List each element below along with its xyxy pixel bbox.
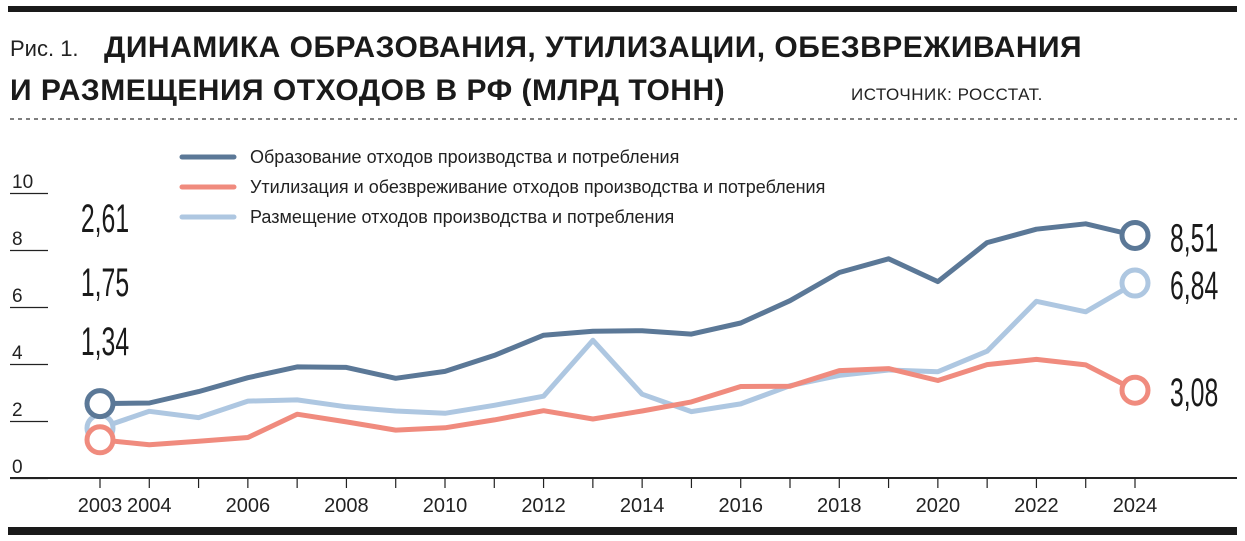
x-tick-label: 2003 bbox=[78, 495, 123, 517]
chart-title-line-2: И РАЗМЕЩЕНИЯ ОТХОДОВ В РФ (МЛРД ТОНН) bbox=[10, 74, 725, 107]
y-tick-label: 8 bbox=[12, 229, 23, 250]
x-tick-label: 2008 bbox=[324, 495, 369, 517]
series-line bbox=[97, 221, 1138, 407]
y-tick-label: 10 bbox=[12, 172, 33, 193]
y-tick-label: 6 bbox=[12, 286, 23, 307]
bottom-border-bar bbox=[8, 527, 1237, 535]
series-group bbox=[84, 219, 1151, 456]
end-value-label: 6,84 bbox=[1170, 264, 1218, 308]
x-tick-label: 2014 bbox=[620, 495, 665, 517]
legend-label: Образование отходов производства и потре… bbox=[250, 147, 679, 167]
legend-label: Утилизация и обезвреживание отходов прои… bbox=[250, 177, 825, 197]
chart-title-line-1: ДИНАМИКА ОБРАЗОВАНИЯ, УТИЛИЗАЦИИ, ОБЕЗВР… bbox=[104, 31, 1082, 64]
end-value-label: 3,08 bbox=[1170, 371, 1218, 415]
legend-label: Размещение отходов производства и потреб… bbox=[250, 207, 674, 227]
value-labels: 2,61 1,75 1,34 8,51 3,08 6,84 bbox=[81, 197, 1218, 416]
end-value-label: 8,51 bbox=[1170, 217, 1218, 261]
series-start-marker bbox=[84, 388, 116, 420]
x-tick-label: 2018 bbox=[817, 495, 862, 517]
series-end-marker bbox=[1119, 219, 1151, 251]
x-tick-label: 2020 bbox=[916, 495, 961, 517]
y-tick-label: 0 bbox=[12, 457, 23, 478]
x-tick-label: 2004 bbox=[127, 495, 172, 517]
x-tick-label: 2024 bbox=[1113, 495, 1158, 517]
y-tick-label: 2 bbox=[12, 400, 23, 421]
top-border-bar bbox=[8, 6, 1237, 12]
x-tick-label: 2010 bbox=[423, 495, 468, 517]
y-tick-label: 4 bbox=[12, 343, 23, 364]
series-start-marker bbox=[84, 424, 116, 456]
x-tick-label: 2006 bbox=[226, 495, 271, 517]
figure-label: Рис. 1. bbox=[10, 36, 79, 61]
start-value-label: 2,61 bbox=[81, 197, 129, 241]
x-tick-label: 2022 bbox=[1014, 495, 1059, 517]
start-value-label: 1,34 bbox=[81, 320, 129, 364]
source-note: ИСТОЧНИК: РОССТАТ. bbox=[851, 85, 1043, 104]
x-axis: 2003 2004 2006 2008 2010 2012 2014 2016 2018 2020… bbox=[10, 477, 1237, 517]
series-line bbox=[97, 280, 1138, 431]
series-end-marker bbox=[1119, 374, 1151, 406]
legend: Образование отходов производства и потре… bbox=[179, 147, 825, 227]
series-end-marker bbox=[1119, 267, 1151, 299]
y-axis: 0 2 4 6 8 10 bbox=[10, 172, 48, 480]
x-tick-label: 2012 bbox=[521, 495, 566, 517]
x-tick-label: 2016 bbox=[718, 495, 763, 517]
series-line bbox=[97, 356, 1138, 448]
start-value-label: 1,75 bbox=[81, 261, 129, 305]
